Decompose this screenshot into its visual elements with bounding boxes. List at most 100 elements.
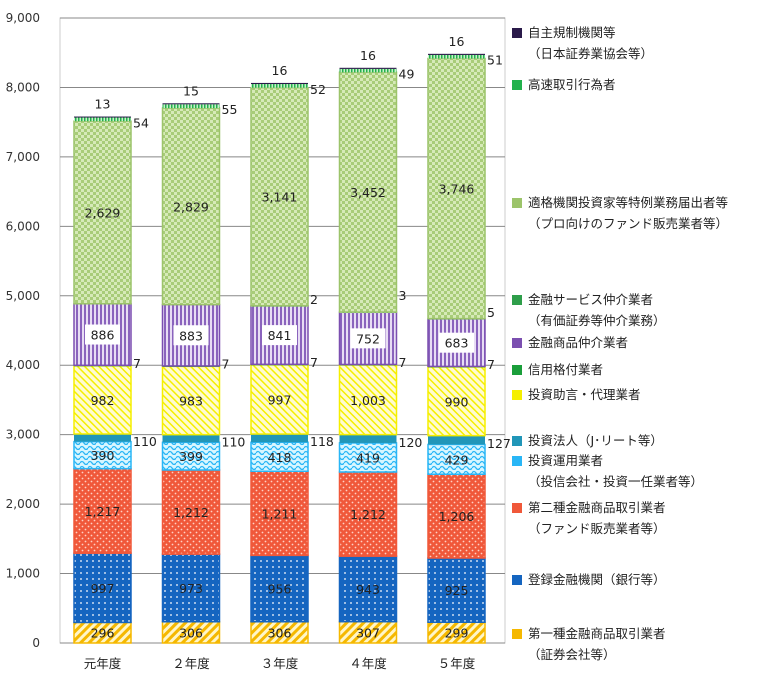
x-tick-label: ５年度 [438,656,476,671]
data-label: 390 [91,448,115,463]
data-label: 15 [183,83,199,98]
data-label: 49 [399,67,415,82]
data-label: 983 [179,394,203,409]
bar-segment [428,435,485,445]
data-label: 997 [91,581,115,596]
bar-segment [427,557,486,623]
data-label-bg [350,328,386,349]
y-tick-label: 6,000 [6,219,40,233]
legend-swatch [512,338,522,348]
data-label: 3,746 [439,182,475,197]
data-label: 307 [356,625,380,640]
data-label: 1,212 [350,507,386,522]
bar-segment [162,104,220,109]
x-tick-label: ３年度 [261,656,299,671]
bar-segment [338,555,398,623]
legend-label: 適格機関投資家等特例業務届出者等 [528,195,729,210]
x-tick-label: 元年度 [84,656,122,671]
legend-label: 投資助言・代理業者 [528,387,641,402]
legend-sublabel: （証券会社等） [528,647,616,662]
bar-segment [161,365,221,436]
y-tick-label: 7,000 [6,150,40,164]
legend-swatch [512,198,522,208]
data-label: 399 [179,449,203,464]
data-label: 973 [179,581,203,596]
data-label: 7 [133,356,141,371]
data-label: 982 [91,393,115,408]
y-tick-label: 5,000 [6,289,40,303]
y-tick-label: 8,000 [6,80,40,94]
legend-swatch [512,575,522,585]
legend-item: 第二種金融商品取引業者 （ファンド販売業者等） [512,497,666,539]
data-label: 7 [222,356,230,371]
bar-segment [338,71,398,313]
legend-item: 金融商品仲介業者 [512,332,628,353]
data-label: 306 [268,625,292,640]
legend-item: 投資助言・代理業者 [512,384,641,405]
data-label-bg [439,332,474,353]
data-label: 2 [310,292,318,307]
legend-label: 自主規制機関等 [528,25,616,40]
legend-label: 金融商品仲介業者 [528,335,629,350]
data-label: 943 [356,582,380,597]
data-label: 1,206 [439,509,475,524]
legend-swatch [512,436,522,446]
legend-sublabel: （プロ向けのファンド販売業者等） [528,216,729,231]
legend-label: 高速取引行為者 [528,77,616,92]
legend-item: 自主規制機関等 （日本証券業協会等） [512,22,653,64]
legend-label: 投資運用業者 [528,453,604,468]
legend-swatch [512,456,522,466]
legend-item: 適格機関投資家等特例業務届出者等 （プロ向けのファンド販売業者等） [512,192,728,234]
bar-segment [161,107,221,306]
legend-swatch [512,629,522,639]
y-tick-label: 9,000 [6,11,40,25]
bar-segment [339,68,397,73]
data-label: 16 [360,48,376,63]
legend-label: 第一種金融商品取引業者 [528,626,666,641]
bar-segment [250,364,309,435]
legend-item: 登録金融機関（銀行等） [512,569,666,590]
bar-segment [73,365,132,435]
legend-item: 投資法人（J･リート等） [512,430,663,451]
legend-swatch [512,295,522,305]
bar-segment [251,82,308,85]
data-label: 127 [487,436,511,451]
data-label: 3,452 [350,185,386,200]
data-label: 419 [356,450,380,465]
data-label: 7 [310,355,318,370]
data-label: 883 [179,328,203,343]
bar-segment [250,441,309,473]
legend-label: 信用格付業者 [528,362,604,377]
data-label-bg [262,325,297,346]
bar-segment [250,86,309,307]
data-label: 51 [487,53,503,68]
y-tick-label: 3,000 [6,428,40,442]
data-label: 1,212 [173,505,209,520]
bar-segment [427,443,486,476]
bar-segment [250,470,309,557]
legend-swatch [512,503,522,513]
data-label-bg [173,325,209,346]
y-tick-label: 2,000 [6,497,40,511]
bar-segment [251,434,308,443]
data-label: 990 [445,394,469,409]
bar-segment [339,434,397,443]
data-label: 683 [445,336,469,351]
data-label: 55 [222,102,238,117]
legend-item: 高速取引行為者 [512,74,616,95]
legend-label: 投資法人（J･リート等） [528,433,663,448]
legend-swatch [512,80,522,90]
data-label: 16 [449,34,465,49]
data-label: 120 [399,435,423,450]
legend-sublabel: （投信会社・投資一任業者等） [528,474,704,489]
legend-sublabel: （有価証券等仲介業務） [528,313,666,328]
data-label: 13 [95,97,111,112]
legend-label: 金融サービス仲介業者 [528,292,654,307]
legend-item: 信用格付業者 [512,359,603,380]
bar-segment [162,103,220,105]
data-label: 1,003 [350,393,386,408]
x-tick-label: ２年度 [172,656,210,671]
bar-segment [428,54,485,59]
